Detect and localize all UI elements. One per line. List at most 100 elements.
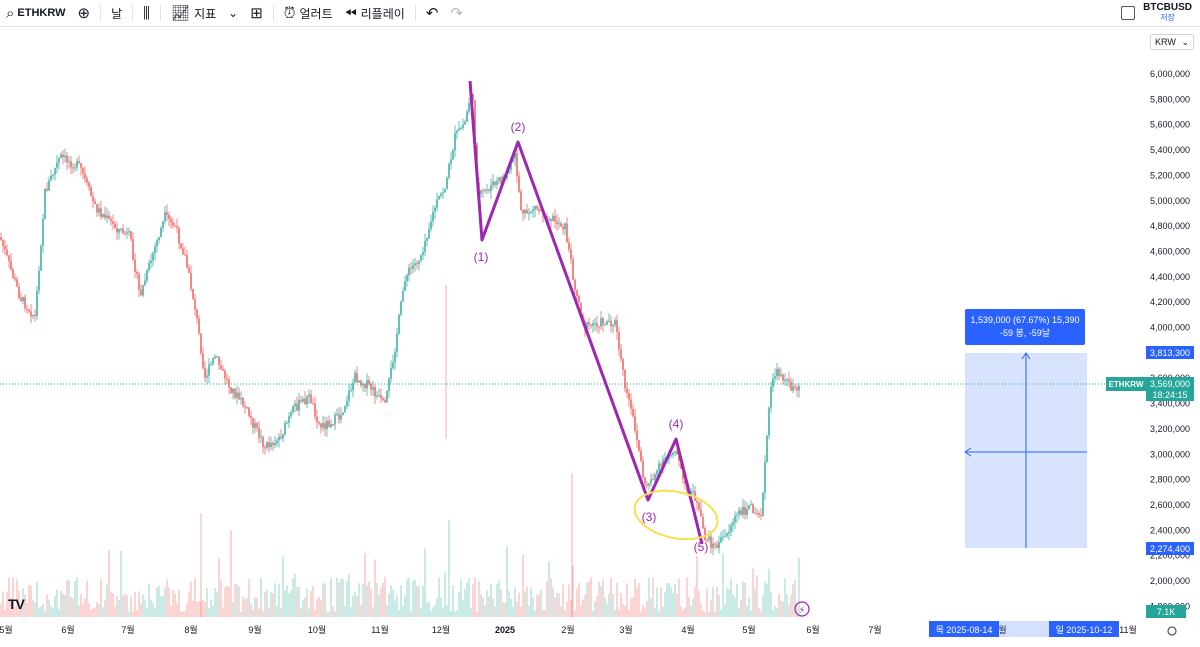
layout-button[interactable]: ⊞ (244, 0, 269, 26)
volume-bar (358, 583, 360, 617)
candle (798, 386, 800, 391)
divider (132, 5, 134, 21)
volume-bar (142, 594, 144, 617)
volume-bar (114, 607, 116, 617)
candle (172, 222, 174, 226)
volume-bar (592, 610, 594, 617)
candle (604, 324, 606, 326)
volume-bar (570, 599, 572, 617)
candle (698, 502, 700, 510)
candle (634, 415, 636, 431)
volume-bar (762, 594, 764, 617)
redo-button[interactable]: ↷ (444, 0, 469, 26)
volume-bar (608, 593, 610, 617)
candle (552, 215, 554, 221)
candle (294, 403, 296, 407)
candle (174, 225, 176, 227)
candle (184, 254, 186, 256)
price-tick-label: 5,200,000 (1150, 170, 1190, 180)
volume-bar (446, 604, 448, 617)
volume-bar (636, 587, 638, 617)
candle (508, 169, 510, 172)
volume-bar (468, 578, 470, 617)
candle (60, 154, 62, 158)
candle (290, 412, 292, 417)
volume-bar (78, 604, 80, 617)
volume-bar (498, 580, 500, 617)
volume-bar (400, 585, 402, 617)
grid-icon: ⊞ (250, 4, 263, 22)
candle (306, 396, 308, 405)
volume-bar (686, 577, 688, 617)
volume-bar (356, 595, 358, 617)
volume-bar (274, 583, 276, 617)
candle (744, 506, 746, 515)
chart-type-button[interactable]: ⫼ (137, 0, 156, 26)
candle (780, 374, 782, 377)
candle (186, 254, 188, 268)
volume-bar (704, 611, 706, 617)
candle (108, 215, 110, 219)
volume-bar (506, 546, 508, 617)
price-tick-label: 5,400,000 (1150, 145, 1190, 155)
replay-button[interactable]: ⏪︎ 리플레이 (339, 0, 411, 26)
volume-bar (474, 577, 476, 617)
volume-bar (138, 591, 140, 617)
price-tick-label: 5,600,000 (1150, 120, 1190, 130)
add-symbol-button[interactable]: ⊕ (71, 0, 96, 26)
candle (696, 500, 698, 503)
candle (332, 424, 334, 426)
candle (702, 516, 704, 529)
currency-selector[interactable]: KRW ⌄ (1150, 34, 1194, 50)
volume-bar (456, 609, 458, 617)
chart-area[interactable]: (1) (2) (3) (4) (5) 6,000,000 5,800,000 5,… (0, 27, 1200, 642)
interval-button[interactable]: 날 (105, 0, 128, 26)
volume-bar (366, 585, 368, 617)
candle (56, 162, 58, 168)
volume-bar (502, 602, 504, 617)
volume-bar (790, 594, 792, 617)
candle (692, 491, 694, 493)
symbol-search[interactable]: ⌕ ETHKRW (0, 0, 71, 26)
candle (636, 430, 638, 441)
candle (98, 208, 100, 213)
volume-bar (504, 603, 506, 617)
indicators-button[interactable]: 📈︎ 지표 (165, 0, 222, 26)
volume-bar (752, 568, 754, 617)
candle (500, 177, 502, 183)
volume-tag (1146, 605, 1186, 618)
candle (140, 289, 142, 296)
lightning-icon[interactable] (794, 601, 810, 617)
price-tick-label: 2,600,000 (1150, 500, 1190, 510)
candle (468, 103, 470, 112)
settings-gear-icon[interactable] (1167, 626, 1177, 636)
candle (414, 263, 416, 266)
volume-bar (630, 598, 632, 617)
price-tick-label: 2,200,000 (1150, 551, 1190, 561)
candle (150, 260, 152, 264)
candle (126, 232, 128, 234)
fullscreen-icon[interactable] (1121, 6, 1136, 20)
highlight-ellipse[interactable] (630, 484, 722, 546)
alerts-button[interactable]: ⏰︎ 얼러트 (278, 0, 339, 26)
candle (76, 161, 78, 168)
volume-bar (46, 594, 48, 617)
volume-bar (398, 610, 400, 617)
undo-button[interactable]: ↶ (420, 0, 445, 26)
volume-bar (118, 599, 120, 617)
compare-symbol-button[interactable]: BTCBUSD 저장 (1143, 3, 1192, 23)
elliott-wave-line[interactable] (468, 80, 704, 545)
price-chart[interactable]: (1) (2) (3) (4) (5) 6,000,000 5,800,000 5,… (0, 27, 1200, 642)
indicators-dropdown[interactable]: ⌄ (222, 0, 244, 26)
volume-bar (208, 607, 210, 617)
volume-bar (236, 583, 238, 617)
volume-bar (266, 589, 268, 617)
candle (456, 130, 458, 134)
volume-bar (754, 588, 756, 617)
volume-bar (180, 611, 182, 617)
candle (402, 290, 404, 302)
candle (466, 111, 468, 122)
candle (492, 181, 494, 186)
candle (766, 435, 768, 462)
candle (200, 333, 202, 354)
